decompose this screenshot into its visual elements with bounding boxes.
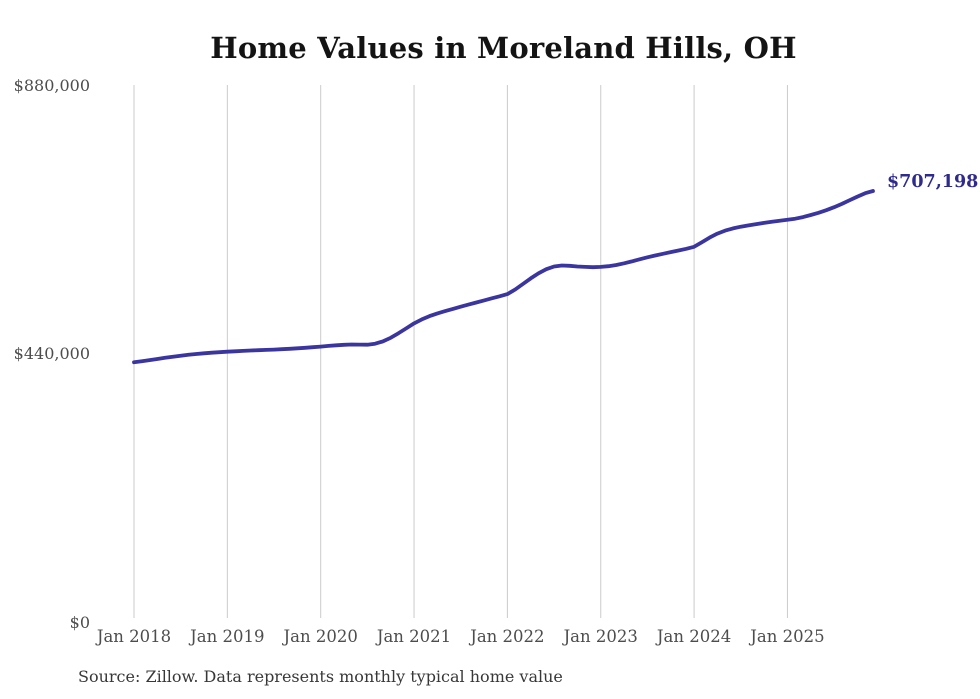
x-tick-label: Jan 2025 <box>750 627 825 646</box>
x-tick-label: Jan 2020 <box>283 627 358 646</box>
chart-title: Home Values in Moreland Hills, OH <box>210 31 797 65</box>
y-tick-label: $0 <box>69 613 90 632</box>
y-tick-label: $440,000 <box>13 344 90 364</box>
x-tick-label: Jan 2018 <box>96 627 172 646</box>
source-note: Source: Zillow. Data represents monthly … <box>78 667 563 686</box>
x-tick-label: Jan 2019 <box>190 627 265 646</box>
y-tick-label: $880,000 <box>13 75 90 95</box>
latest-value-label: $707,198 <box>887 172 979 193</box>
x-tick-label: Jan 2021 <box>376 627 452 646</box>
x-tick-label: Jan 2022 <box>470 627 545 646</box>
x-tick-label: Jan 2023 <box>563 627 638 646</box>
x-tick-label: Jan 2024 <box>656 627 732 646</box>
price-line <box>132 189 875 365</box>
